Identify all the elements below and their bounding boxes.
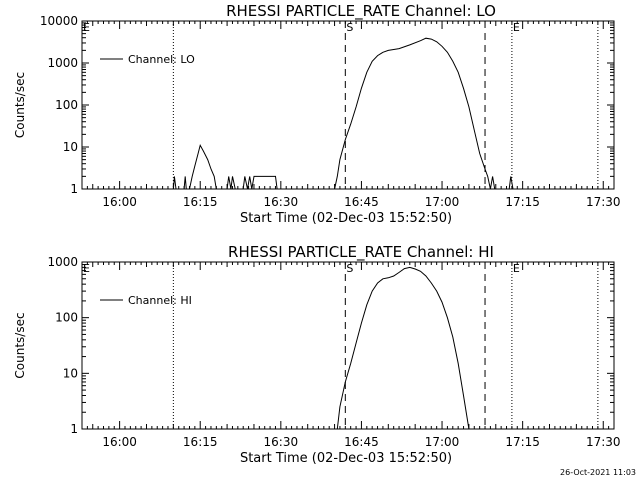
marker-label: S <box>346 21 353 34</box>
chart-panel-lo: RHESSI PARTICLE_RATE Channel: LO Start T… <box>13 2 621 226</box>
y-tick-label: 1 <box>70 422 78 436</box>
x-tick-label: 16:00 <box>102 195 137 209</box>
legend-entry-lo: Channel: LO <box>128 53 195 66</box>
chart-title-hi: RHESSI PARTICLE_RATE Channel: HI <box>228 243 494 262</box>
y-tick-label: 10 <box>63 366 78 380</box>
y-axis-label-hi: Counts/sec <box>13 312 27 378</box>
marker-label: E <box>83 21 90 34</box>
x-tick-label: 16:30 <box>264 195 299 209</box>
marker-label: E <box>513 262 520 275</box>
x-axis-label-lo: Start Time (02-Dec-03 15:52:50) <box>240 211 452 226</box>
plot-frame <box>81 20 615 190</box>
x-tick-label: 17:15 <box>505 435 540 449</box>
x-tick-label: 17:00 <box>425 195 460 209</box>
y-tick-label: 10000 <box>40 14 78 28</box>
y-tick-label: 10 <box>63 140 78 154</box>
marker-label: E <box>513 21 520 34</box>
marker-label: S <box>346 262 353 275</box>
chart-panel-hi: RHESSI PARTICLE_RATE Channel: HI Start T… <box>13 243 621 466</box>
y-axis-label-lo: Counts/sec <box>13 72 27 138</box>
x-tick-label: 16:45 <box>344 435 379 449</box>
plot-frame <box>81 261 615 430</box>
y-tick-label: 100 <box>55 311 78 325</box>
y-tick-label: 1000 <box>47 255 78 269</box>
x-tick-label: 16:45 <box>344 195 379 209</box>
x-tick-label: 17:00 <box>425 435 460 449</box>
legend-entry-hi: Channel: HI <box>128 294 192 307</box>
x-tick-label: 16:30 <box>264 435 299 449</box>
series-line <box>172 37 514 190</box>
y-tick-label: 1000 <box>47 56 78 70</box>
marker-label: E <box>83 262 90 275</box>
x-axis-label-hi: Start Time (02-Dec-03 15:52:50) <box>240 451 452 466</box>
footer-timestamp: 26-Oct-2021 11:03 <box>560 468 636 477</box>
x-tick-label: 17:30 <box>586 195 621 209</box>
x-tick-label: 17:30 <box>586 435 621 449</box>
series-line <box>336 266 470 430</box>
x-tick-label: 16:15 <box>183 195 218 209</box>
x-tick-label: 17:15 <box>505 195 540 209</box>
y-tick-label: 100 <box>55 98 78 112</box>
chart-title-lo: RHESSI PARTICLE_RATE Channel: LO <box>226 2 496 21</box>
x-tick-label: 16:15 <box>183 435 218 449</box>
x-tick-label: 16:00 <box>102 435 137 449</box>
y-tick-label: 1 <box>70 182 78 196</box>
